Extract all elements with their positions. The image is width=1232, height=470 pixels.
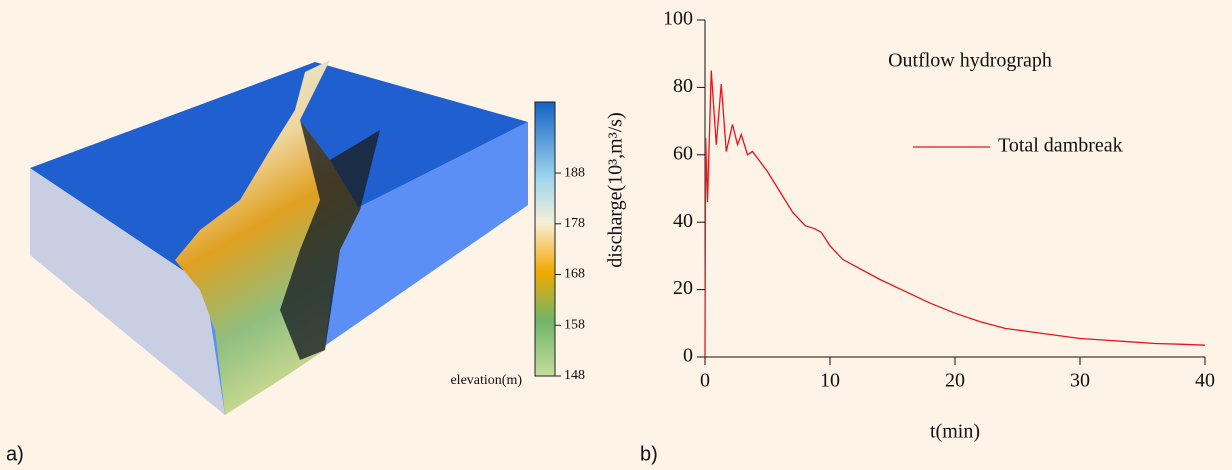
- x-axis-label: t(min): [930, 421, 980, 443]
- y-tick-label: 0: [683, 345, 693, 367]
- left-face: [30, 168, 225, 415]
- y-tick-label: 80: [673, 75, 693, 97]
- legend-box: [905, 126, 1185, 170]
- colorbar-tick-label: 158: [564, 317, 585, 332]
- y-tick-label: 100: [663, 8, 693, 30]
- terrain-block: [30, 60, 528, 415]
- x-tick-label: 0: [700, 370, 710, 392]
- annotation: Outflow hydrograph: [888, 50, 1052, 72]
- canyon-shadow: [280, 120, 380, 360]
- colorbar-label: elevation(m): [450, 373, 522, 388]
- y-tick-label: 60: [673, 142, 693, 164]
- legend-label: Total dambreak: [998, 135, 1123, 157]
- panel-label: b): [640, 443, 658, 465]
- colorbar-tick-label: 188: [564, 165, 585, 180]
- x-tick-label: 20: [945, 370, 965, 392]
- colorbar-tick-label: 148: [564, 368, 585, 383]
- panel-label: a): [6, 443, 24, 465]
- y-tick-label: 40: [673, 210, 693, 232]
- x-tick-label: 30: [1070, 370, 1090, 392]
- colorbar: [534, 101, 556, 377]
- colorbar-tick-label: 168: [564, 267, 585, 282]
- y-tick-label: 20: [673, 277, 693, 299]
- data-line: [704, 70, 1206, 358]
- colorbar-tick-label: 178: [564, 216, 585, 231]
- x-tick-label: 10: [820, 370, 840, 392]
- x-tick-label: 40: [1195, 370, 1215, 392]
- y-axis-label: discharge(10³,m³/s): [605, 112, 627, 267]
